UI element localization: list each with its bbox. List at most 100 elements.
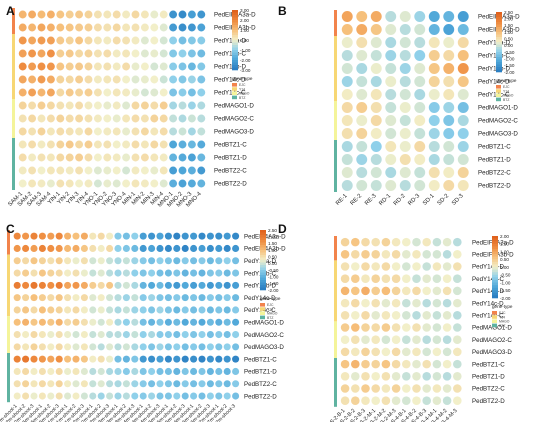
panel-c-dot [97,392,105,400]
panel-d-dot [381,347,391,357]
panel-a-dot [122,75,131,84]
panel-a-dot [187,166,196,175]
panel-d-dot [361,384,370,393]
panel-d-dot [432,311,442,320]
panel-d-dot [351,298,360,308]
panel-c-dot [55,367,63,375]
panel-a-dot [65,36,74,45]
panel-c-dot [114,380,122,388]
panel-c-gene-type-swatch [260,311,265,315]
panel-a-dot [150,36,159,45]
panel-a-dot [46,62,55,71]
panel-c-dot [164,257,172,265]
panel-b: B PedEIF4A3a-DPedEIF4A3b-DPedY14a-DPedY1… [276,0,550,210]
panel-c-dot [232,331,240,339]
panel-a-gene-label: PedMAGO3-D [214,129,254,136]
panel-a-dot [65,75,74,84]
panel-b-dot [370,11,382,22]
panel-c-dot [122,331,130,339]
panel-c-dot [64,380,72,388]
panel-d-dot [381,311,391,320]
panel-c-dot [148,343,156,351]
panel-b-category-label: SD-3 [451,193,465,207]
panel-b-legend-swatch [496,42,502,45]
panel-c-dot [173,331,181,339]
panel-d-legend-swatch [492,256,498,260]
panel-c-dot [122,355,130,363]
panel-c-dot [55,331,63,339]
panel-d-dot [381,237,391,247]
panel-d-dot [442,347,452,357]
panel-c-dot [131,392,139,400]
panel-b-dot [443,154,455,165]
panel-c-dot [223,355,231,363]
panel-c-dot [223,257,231,265]
panel-b-dot [428,115,440,126]
panel-b-dot [399,37,411,48]
panel-b-legend-tick: 0.50 [504,36,513,41]
panel-c-legend-swatch [260,262,266,266]
panel-a-dot [140,88,149,97]
panel-d-dot [422,286,431,296]
panel-d-dot [402,396,411,405]
panel-a-dot [75,75,84,84]
panel-b-dot [443,102,455,113]
panel-c-gene-label: PedBTZ1-D [244,369,277,376]
panel-d-dot [412,335,421,344]
panel-a-legend-tick: 1.00 [240,28,249,33]
panel-a-legend-swatch [232,10,238,13]
panel-a-dot [159,10,168,19]
panel-c-dot [13,306,21,314]
panel-d-dot [351,286,360,296]
panel-a-gene-type-swatch [232,91,237,95]
panel-a-dot [28,75,37,84]
panel-d-gene-type-title: gene-type [492,304,513,309]
panel-c-dot [80,367,88,375]
panel-b-gene-label: PedMAGO3-D [478,131,518,138]
panel-a-dot [65,114,74,123]
panel-d-dot [361,311,370,320]
panel-d-dot [391,286,401,296]
panel-c-dot [47,257,55,265]
panel-c-dot [122,281,130,289]
panel-a-dot [56,166,65,175]
panel-c-dot [181,232,189,240]
panel-b-dot [341,141,353,152]
panel-a-dot [187,101,196,110]
panel-d-dot [412,384,421,393]
panel-d: D PedEIF4A3a-DPedEIF4A3b-DPedY14a-DPedY1… [276,218,550,422]
panel-a-dot [159,179,168,188]
panel-c-dot [89,343,97,351]
panel-b-dot [399,76,411,87]
panel-d-dot [422,359,431,369]
panel-d-legend-swatch [492,269,498,273]
panel-c-dot [181,392,189,400]
panel-a-dot [122,127,131,136]
panel-c-legend-swatch [260,232,266,236]
panel-a-dot [28,23,37,32]
panel-b-dot [399,63,411,74]
panel-a-dot [122,101,131,110]
panel-c-dot [106,232,114,240]
panel-c-dot [139,281,147,289]
panel-d-dot [453,335,462,344]
panel-a-legend-swatch [232,15,238,18]
panel-c-gene-type-strip [7,353,10,403]
panel-c-dot [55,281,63,289]
panel-c-dot [198,380,206,388]
panel-c-dot [80,343,88,351]
panel-b-dot [428,141,440,152]
panel-d-dot [371,250,380,259]
panel-d-dot [432,286,442,296]
panel-a-dot [112,62,121,71]
panel-b-category-label: RD-1 [378,193,392,207]
panel-a-dot [197,49,206,58]
panel-c-dot [181,281,189,289]
panel-c-dot [215,343,223,351]
panel-a-dot [187,140,196,149]
panel-a-dot [28,49,37,58]
panel-d-dot [371,384,380,393]
panel-c-dot [80,232,88,240]
panel-a-dot [75,49,84,58]
panel-c: C PedEIF4A3a-DPedEIF4A3b-DPedY14a-DPedY1… [0,218,286,422]
